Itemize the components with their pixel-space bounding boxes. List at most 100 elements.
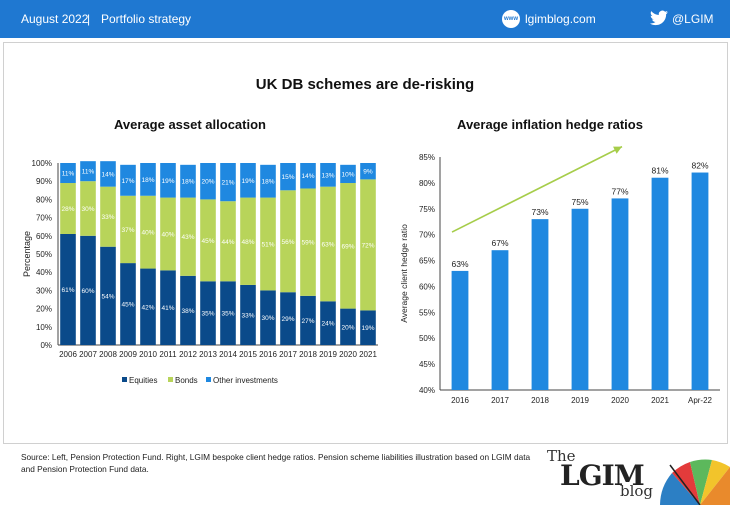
- bar-segment: [120, 195, 136, 264]
- data-label: 69%: [341, 243, 354, 250]
- y-tick-label: 30%: [36, 286, 52, 295]
- data-label: 67%: [491, 238, 508, 248]
- y-tick-label: 20%: [36, 305, 52, 314]
- bar: [691, 172, 709, 390]
- x-tick-label: 2015: [239, 350, 257, 359]
- x-tick-label: 2011: [159, 350, 177, 359]
- bar: [611, 198, 629, 390]
- bar-segment: [160, 270, 176, 345]
- data-label: 17%: [121, 178, 134, 185]
- x-tick-label: 2007: [79, 350, 97, 359]
- data-label: 54%: [101, 293, 114, 300]
- data-label: 72%: [361, 242, 374, 249]
- data-label: 44%: [221, 239, 234, 246]
- header-twitter-handle[interactable]: @LGIM: [672, 12, 714, 26]
- data-label: 73%: [531, 207, 548, 217]
- data-label: 33%: [241, 312, 254, 319]
- data-label: 42%: [141, 304, 154, 311]
- bar-segment: [320, 186, 336, 302]
- data-label: 81%: [651, 166, 668, 176]
- globe-icon: www: [502, 10, 520, 28]
- bar-segment: [100, 246, 116, 345]
- legend-swatch: [168, 377, 173, 382]
- bar-segment: [360, 310, 376, 345]
- y-tick-label: 75%: [419, 205, 435, 214]
- legend-swatch: [122, 377, 127, 382]
- y-tick-label: 60%: [419, 282, 435, 291]
- bar-segment: [100, 186, 116, 247]
- data-label: 13%: [321, 172, 334, 179]
- data-label: 63%: [451, 259, 468, 269]
- bar-segment: [220, 163, 236, 202]
- data-label: 82%: [691, 161, 708, 171]
- data-label: 30%: [261, 315, 274, 322]
- bar-segment: [180, 164, 196, 198]
- data-label: 14%: [101, 171, 114, 178]
- bar-segment: [80, 235, 96, 345]
- logo-blog: blog: [620, 482, 654, 500]
- bar-segment: [360, 179, 376, 311]
- data-label: 35%: [221, 311, 234, 318]
- y-tick-label: 80%: [36, 195, 52, 204]
- source-note: Source: Left, Pension Protection Fund. R…: [21, 452, 531, 474]
- y-tick-label: 55%: [419, 308, 435, 317]
- bar-segment: [180, 197, 196, 276]
- x-tick-label: 2012: [179, 350, 197, 359]
- data-label: 43%: [181, 234, 194, 241]
- data-label: 28%: [61, 206, 74, 213]
- bar-segment: [160, 163, 176, 198]
- data-label: 48%: [241, 239, 254, 246]
- bar-segment: [320, 301, 336, 345]
- x-tick-label: 2013: [199, 350, 217, 359]
- bar-segment: [200, 163, 216, 200]
- logo-lgim: LGIM: [560, 459, 645, 492]
- y-tick-label: 50%: [419, 334, 435, 343]
- data-label: 11%: [62, 171, 75, 178]
- bar-segment: [300, 188, 316, 296]
- bar-segment: [60, 233, 76, 345]
- y-tick-label: 60%: [36, 232, 52, 241]
- bar-segment: [300, 295, 316, 345]
- x-tick-label: 2016: [451, 396, 469, 405]
- x-tick-label: 2021: [359, 350, 377, 359]
- bar-segment: [240, 163, 256, 198]
- y-tick-label: 50%: [36, 250, 52, 259]
- y-tick-label: 90%: [36, 177, 52, 186]
- data-label: 21%: [221, 180, 234, 187]
- bar-segment: [340, 183, 356, 309]
- bar-segment: [80, 181, 96, 236]
- bar: [451, 270, 469, 390]
- bar: [531, 219, 549, 390]
- twitter-icon: [650, 10, 668, 26]
- data-label: 51%: [261, 241, 274, 248]
- bar-segment: [180, 275, 196, 345]
- x-tick-label: 2017: [491, 396, 509, 405]
- header-site-link[interactable]: lgimblog.com: [525, 12, 596, 26]
- legend-entry: Equities: [129, 376, 157, 385]
- bar: [571, 208, 589, 390]
- data-label: 61%: [61, 287, 74, 294]
- right-chart-title: Average inflation hedge ratios: [457, 117, 643, 132]
- bar-segment: [280, 292, 296, 345]
- y-tick-label: 85%: [419, 153, 435, 162]
- bar-segment: [200, 281, 216, 345]
- bar-segment: [220, 281, 236, 345]
- x-tick-label: 2006: [59, 350, 77, 359]
- data-label: 56%: [281, 239, 294, 246]
- y-tick-label: 40%: [36, 268, 52, 277]
- bar-segment: [260, 197, 276, 291]
- legend-entry: Other investments: [213, 376, 278, 385]
- x-tick-label: Apr-22: [688, 396, 713, 405]
- data-label: 41%: [161, 305, 174, 312]
- bar-segment: [120, 263, 136, 345]
- x-tick-label: 2019: [571, 396, 589, 405]
- logo-the: The: [547, 447, 576, 465]
- data-label: 20%: [341, 324, 354, 331]
- bar: [651, 177, 669, 390]
- x-tick-label: 2008: [99, 350, 117, 359]
- data-label: 37%: [121, 227, 134, 234]
- data-label: 11%: [82, 169, 95, 176]
- trend-arrow-line: [451, 145, 623, 233]
- header-date: August 2022: [21, 12, 89, 26]
- y-axis-label: Percentage: [22, 231, 32, 277]
